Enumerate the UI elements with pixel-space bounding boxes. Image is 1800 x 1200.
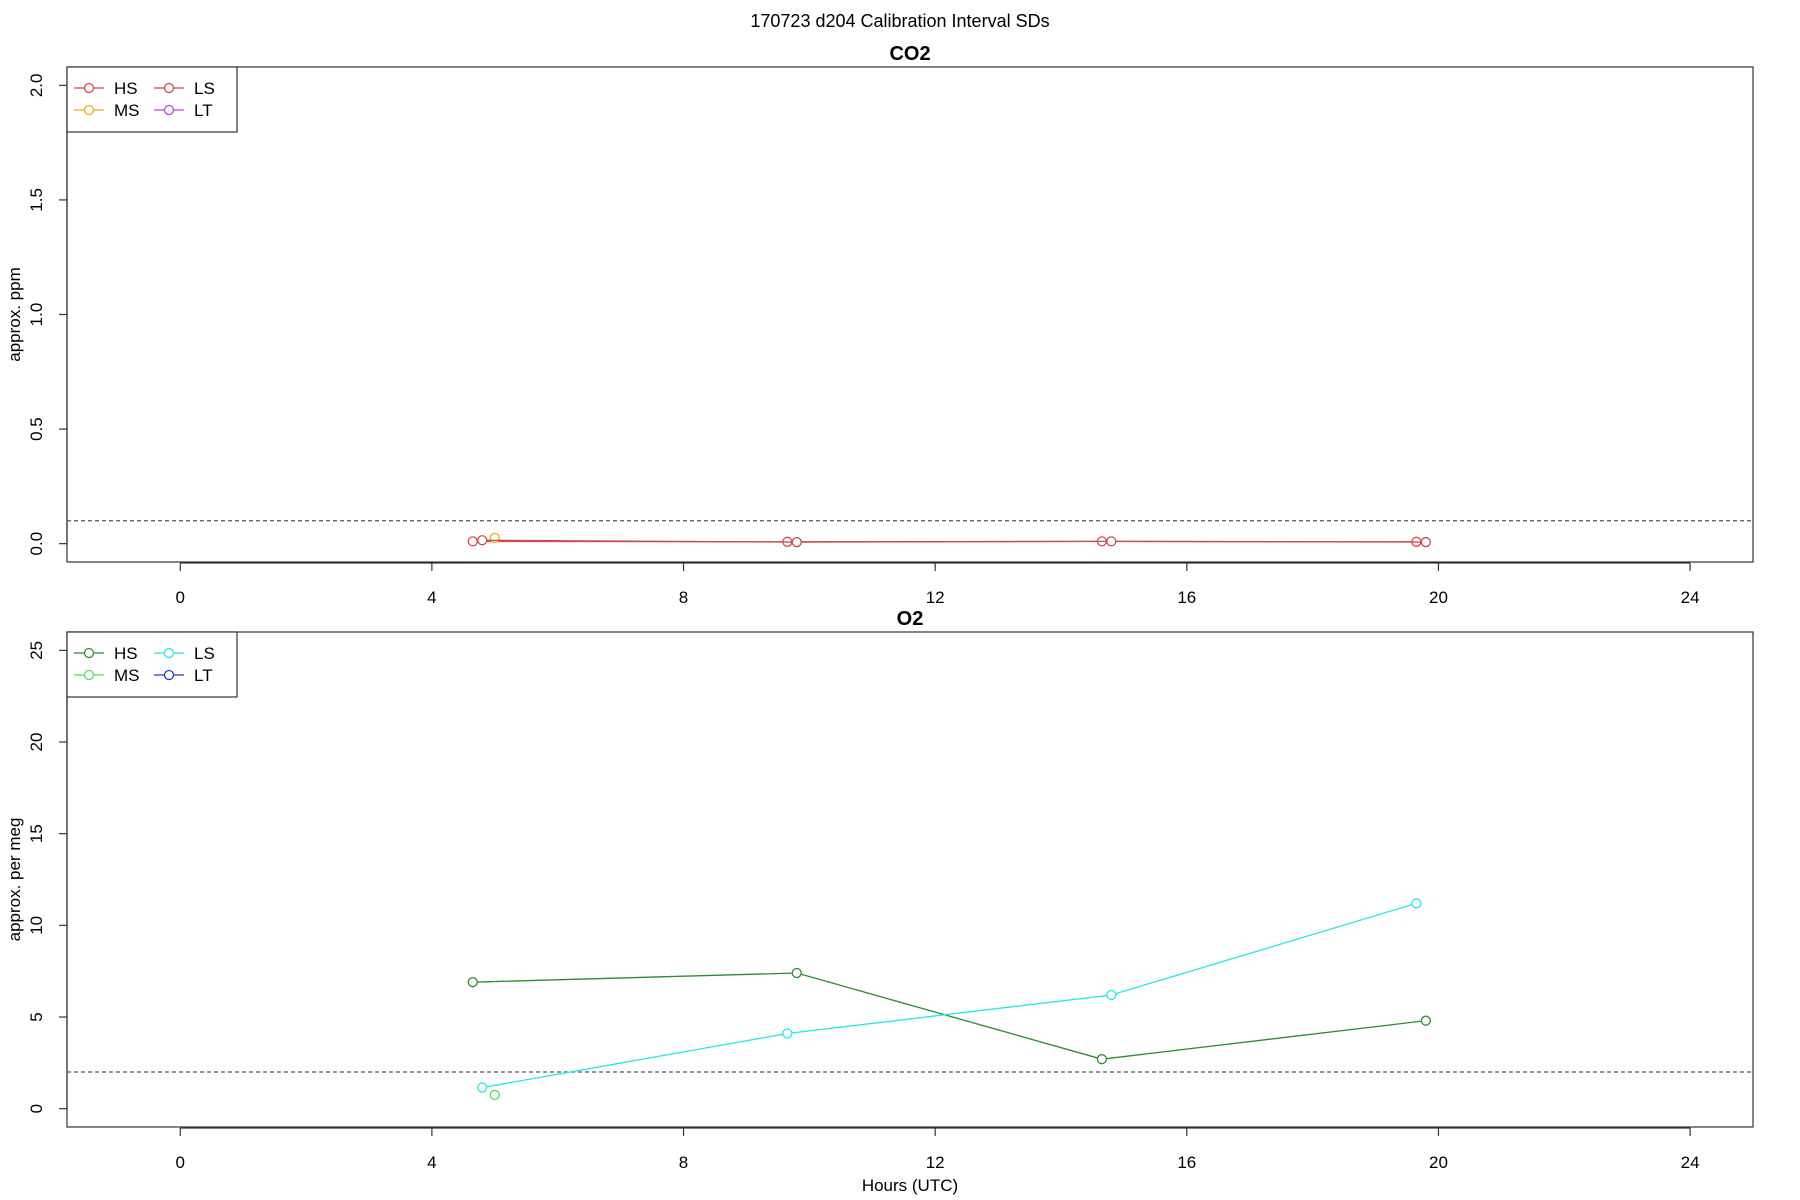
o2-panel-title: O2 — [897, 608, 924, 630]
o2-panel: O2 0 4 8 12 16 20 24 0 5 10 15 20 25 approx. per meg Ho… — [5, 608, 1754, 1195]
o2-x-tick-label: 12 — [926, 1153, 945, 1172]
co2-legend-swatch-marker — [83, 82, 95, 94]
o2-x-tick-label: 8 — [679, 1153, 688, 1172]
o2-y-axis-label: approx. per meg — [5, 818, 24, 942]
o2-y-tick-label: 10 — [27, 916, 46, 935]
o2-y-tick-label: 15 — [27, 824, 46, 843]
o2-y-tick-label: 25 — [27, 641, 46, 660]
co2-x-tick-label: 8 — [679, 588, 688, 607]
co2-legend-swatch-marker — [163, 82, 175, 94]
o2-data-point-hs — [1420, 1015, 1432, 1026]
o2-legend-swatch-marker — [163, 647, 175, 659]
o2-legend-swatch-marker — [83, 647, 95, 659]
co2-y-tick-label: 1.0 — [27, 303, 46, 327]
co2-x-tick-label: 20 — [1429, 588, 1448, 607]
co2-legend-swatch-marker — [163, 104, 175, 116]
co2-y-axis-label: approx. ppm — [5, 267, 24, 362]
o2-data-point-ms — [489, 1089, 500, 1101]
co2-data-point-ls — [1106, 536, 1117, 547]
co2-y-tick-label: 1.5 — [27, 188, 46, 212]
o2-legend-item-lt: LT — [154, 666, 213, 685]
co2-legend-label: LS — [194, 79, 215, 98]
o2-legend-item-ls: LS — [154, 644, 215, 663]
co2-series-ms — [489, 532, 500, 544]
o2-y-tick-label: 5 — [27, 1012, 46, 1021]
o2-series-ms — [489, 1089, 500, 1101]
co2-legend-box — [66, 66, 238, 133]
co2-panel-title: CO2 — [889, 43, 930, 65]
o2-x-tick-label: 4 — [427, 1153, 436, 1172]
co2-series-ls — [477, 535, 1432, 548]
o2-y-axis: 0 5 10 15 20 25 — [27, 641, 68, 1113]
o2-legend-label: MS — [114, 666, 140, 685]
co2-legend: HS MS LS LT — [66, 66, 238, 133]
o2-x-tick-label: 24 — [1681, 1153, 1700, 1172]
co2-legend-item-ls: LS — [154, 79, 215, 98]
o2-legend-swatch-marker — [83, 669, 95, 681]
o2-x-tick-label: 20 — [1429, 1153, 1448, 1172]
o2-data-point-ls — [477, 1082, 488, 1093]
o2-x-axis: 0 4 8 12 16 20 24 — [176, 1127, 1700, 1172]
co2-legend-item-ms: MS — [74, 101, 140, 120]
co2-y-tick-label: 0.0 — [27, 532, 46, 556]
o2-legend-swatch-marker — [163, 669, 175, 681]
co2-x-tick-label: 24 — [1681, 588, 1700, 607]
o2-y-tick-label: 0 — [27, 1104, 46, 1113]
co2-data-point-ls — [477, 535, 488, 546]
co2-y-tick-label: 2.0 — [27, 74, 46, 98]
o2-data-point-hs — [1096, 1054, 1108, 1065]
o2-x-axis-label: Hours (UTC) — [862, 1176, 958, 1195]
co2-data-point-ls — [791, 536, 802, 548]
co2-data-point-ms — [489, 532, 500, 544]
co2-legend-swatch-marker — [83, 104, 95, 116]
co2-x-tick-label: 0 — [176, 588, 185, 607]
o2-series-line-hs — [472, 972, 1426, 1060]
o2-legend-label: LT — [194, 666, 213, 685]
o2-data-point-ls — [1411, 898, 1422, 909]
o2-y-tick-label: 20 — [27, 733, 46, 752]
co2-series-line-ls — [482, 539, 1426, 543]
o2-series-ls — [477, 898, 1422, 1093]
co2-data-point-ls — [1420, 536, 1432, 548]
o2-data-point-hs — [791, 967, 802, 979]
o2-data-point-hs — [467, 977, 478, 988]
page-title: 170723 d204 Calibration Interval SDs — [750, 11, 1049, 31]
o2-x-tick-label: 16 — [1177, 1153, 1196, 1172]
co2-legend-label: HS — [114, 79, 138, 98]
o2-legend-item-ms: MS — [74, 666, 140, 685]
co2-x-tick-label: 12 — [926, 588, 945, 607]
co2-legend-item-lt: LT — [154, 101, 213, 120]
o2-series-line-ls — [482, 902, 1417, 1089]
o2-series-hs — [467, 967, 1432, 1065]
co2-x-tick-label: 16 — [1177, 588, 1196, 607]
o2-legend-box — [66, 631, 238, 698]
o2-x-tick-label: 0 — [176, 1153, 185, 1172]
co2-x-axis: 0 4 8 12 16 20 24 — [176, 562, 1700, 607]
co2-y-tick-label: 0.5 — [27, 417, 46, 441]
o2-legend-label: LS — [194, 644, 215, 663]
co2-plot-frame — [66, 66, 1754, 563]
co2-legend-label: LT — [194, 101, 213, 120]
o2-plot-frame — [66, 631, 1754, 1128]
co2-legend-label: MS — [114, 101, 140, 120]
co2-y-axis: 0.0 0.5 1.0 1.5 2.0 — [27, 74, 68, 556]
co2-data-point-hs — [467, 536, 478, 547]
o2-legend-item-hs: HS — [74, 644, 138, 663]
o2-data-point-ls — [782, 1028, 793, 1039]
co2-x-tick-label: 4 — [427, 588, 436, 607]
co2-panel: CO2 0 4 8 12 16 20 24 0.0 0.5 1.0 1.5 2.0 approx. ppm… — [5, 43, 1754, 607]
co2-legend-item-hs: HS — [74, 79, 138, 98]
o2-legend-label: HS — [114, 644, 138, 663]
o2-data-point-ls — [1106, 989, 1117, 1001]
o2-legend: HS MS LS LT — [66, 631, 238, 698]
